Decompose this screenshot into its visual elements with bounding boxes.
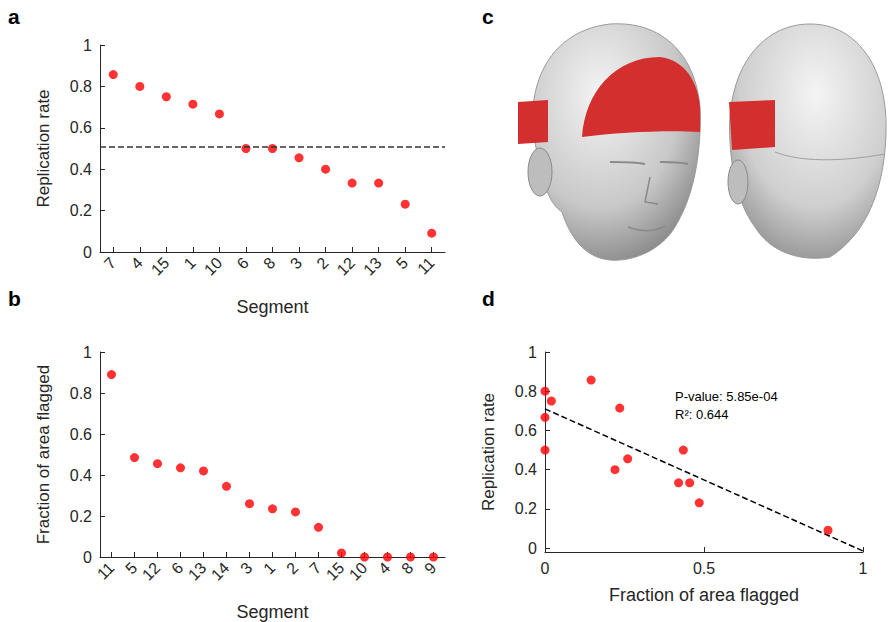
svg-text:0.2: 0.2 bbox=[515, 500, 537, 517]
svg-text:1: 1 bbox=[83, 37, 92, 54]
svg-text:Replication rate: Replication rate bbox=[34, 89, 53, 207]
svg-text:0.8: 0.8 bbox=[515, 383, 537, 400]
svg-text:1: 1 bbox=[260, 559, 278, 577]
svg-text:0.6: 0.6 bbox=[70, 119, 92, 136]
svg-text:0.2: 0.2 bbox=[70, 202, 92, 219]
svg-text:0: 0 bbox=[541, 560, 550, 577]
svg-text:3: 3 bbox=[237, 559, 255, 577]
svg-text:0: 0 bbox=[528, 540, 537, 557]
svg-text:6: 6 bbox=[234, 254, 252, 272]
svg-text:13: 13 bbox=[360, 254, 385, 279]
svg-text:5: 5 bbox=[122, 559, 140, 577]
svg-text:Segment: Segment bbox=[236, 602, 308, 622]
svg-text:0.6: 0.6 bbox=[515, 422, 537, 439]
svg-text:1: 1 bbox=[859, 560, 868, 577]
svg-text:1: 1 bbox=[181, 254, 199, 272]
svg-text:0.6: 0.6 bbox=[70, 426, 92, 443]
svg-text:14: 14 bbox=[208, 559, 233, 584]
svg-text:P-value: 5.85e-04: P-value: 5.85e-04 bbox=[675, 389, 778, 404]
svg-text:9: 9 bbox=[421, 559, 439, 577]
svg-text:2: 2 bbox=[283, 559, 301, 577]
svg-text:0.5: 0.5 bbox=[693, 560, 715, 577]
svg-text:12: 12 bbox=[139, 559, 164, 584]
svg-text:Replication rate: Replication rate bbox=[479, 393, 498, 511]
svg-text:a: a bbox=[8, 5, 20, 28]
svg-text:0.4: 0.4 bbox=[70, 467, 92, 484]
svg-text:0.4: 0.4 bbox=[70, 161, 92, 178]
svg-text:13: 13 bbox=[185, 559, 210, 584]
svg-text:0.2: 0.2 bbox=[70, 508, 92, 525]
svg-text:4: 4 bbox=[128, 254, 146, 272]
svg-text:10: 10 bbox=[201, 254, 226, 279]
svg-text:6: 6 bbox=[168, 559, 186, 577]
svg-text:Segment: Segment bbox=[236, 297, 308, 317]
svg-text:7: 7 bbox=[101, 254, 119, 272]
svg-text:1: 1 bbox=[83, 344, 92, 361]
svg-text:5: 5 bbox=[393, 254, 411, 272]
svg-text:d: d bbox=[482, 287, 495, 310]
svg-text:Fraction of area flagged: Fraction of area flagged bbox=[34, 365, 53, 545]
svg-text:7: 7 bbox=[306, 559, 324, 577]
svg-text:3: 3 bbox=[287, 254, 305, 272]
svg-text:0.8: 0.8 bbox=[70, 385, 92, 402]
svg-text:0: 0 bbox=[83, 549, 92, 566]
svg-text:2: 2 bbox=[313, 254, 331, 272]
svg-text:8: 8 bbox=[260, 254, 278, 272]
svg-text:11: 11 bbox=[414, 254, 438, 278]
svg-text:15: 15 bbox=[148, 254, 173, 279]
svg-text:12: 12 bbox=[334, 254, 359, 279]
svg-text:0.8: 0.8 bbox=[70, 78, 92, 95]
svg-text:10: 10 bbox=[346, 559, 371, 584]
svg-text:Fraction of area flagged: Fraction of area flagged bbox=[609, 585, 799, 605]
svg-text:4: 4 bbox=[375, 559, 393, 577]
svg-text:0.4: 0.4 bbox=[515, 461, 537, 478]
svg-text:11: 11 bbox=[94, 559, 118, 583]
svg-text:c: c bbox=[482, 5, 494, 28]
svg-text:0: 0 bbox=[83, 244, 92, 261]
svg-text:8: 8 bbox=[398, 559, 416, 577]
svg-text:b: b bbox=[8, 287, 21, 310]
svg-text:15: 15 bbox=[323, 559, 348, 584]
svg-text:1: 1 bbox=[528, 344, 537, 361]
svg-text:R²: 0.644: R²: 0.644 bbox=[675, 407, 728, 422]
